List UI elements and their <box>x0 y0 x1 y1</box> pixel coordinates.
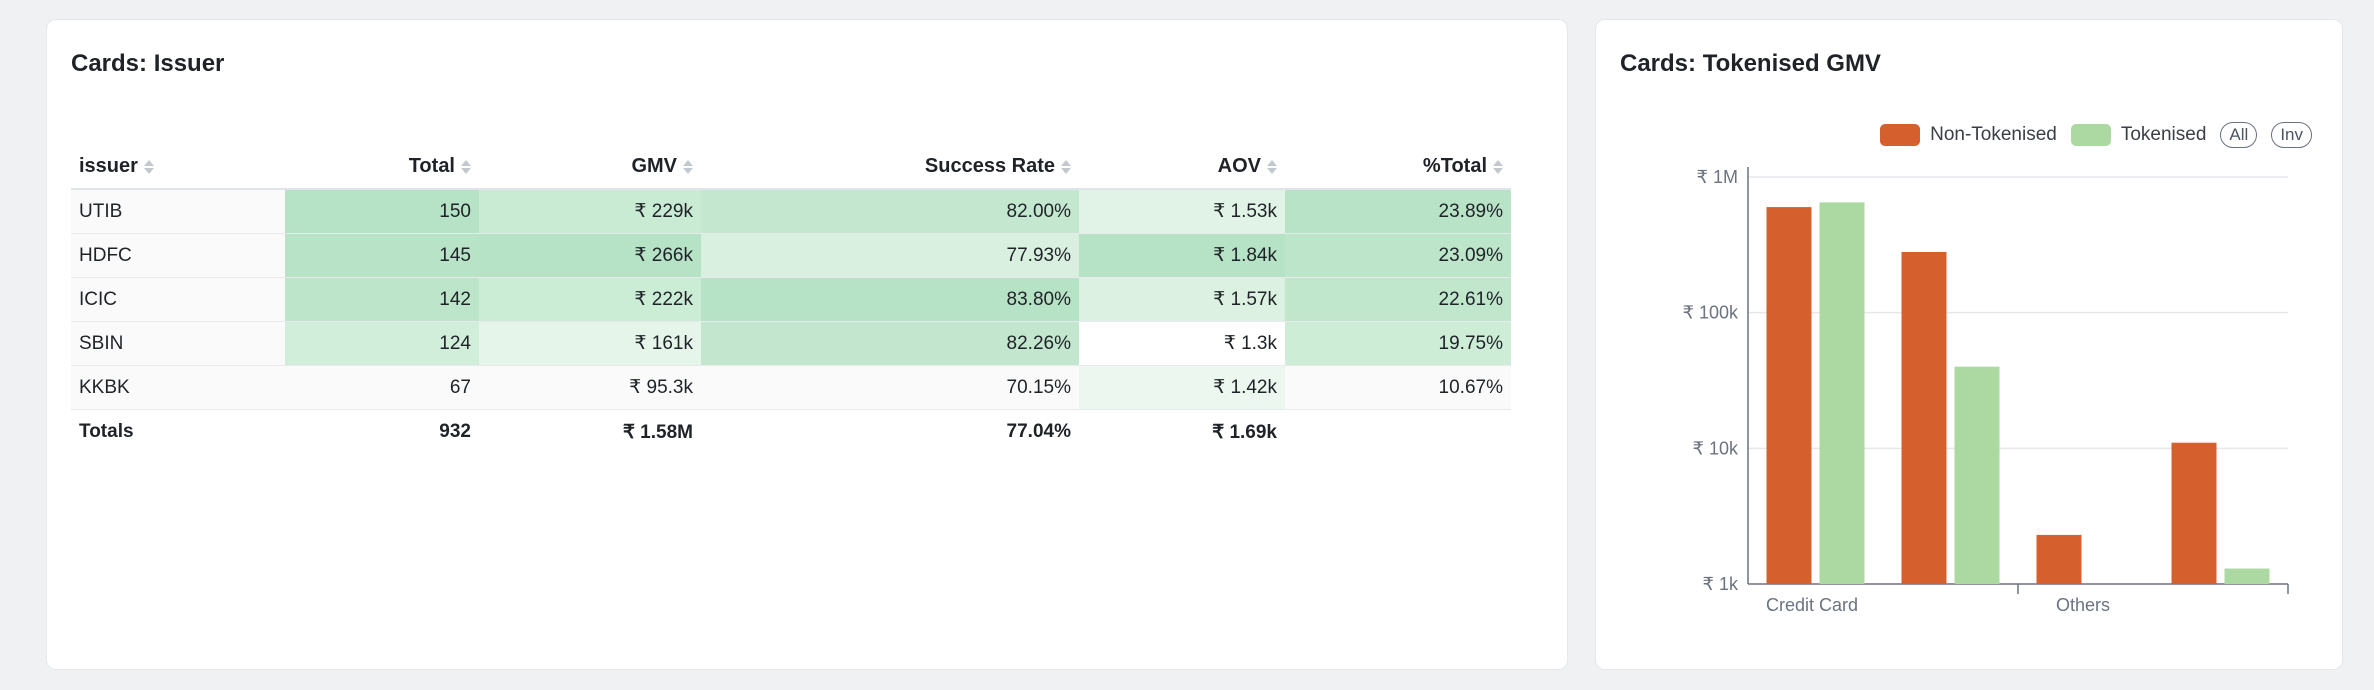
col-header-success-rate[interactable]: Success Rate <box>701 155 1079 178</box>
legend-item-tokenised[interactable]: Tokenised <box>2070 124 2207 146</box>
bar-non-tokenised <box>2036 534 2082 584</box>
col-header-label: %Total <box>1422 155 1487 177</box>
cell-issuer: UTIB <box>71 190 285 233</box>
cell-gmv: ₹ 161k <box>479 322 701 365</box>
sort-icon[interactable] <box>1267 159 1277 175</box>
legend-all-button[interactable]: All <box>2220 122 2258 148</box>
cell-pct-total: 10.67% <box>1285 366 1511 409</box>
sort-icon[interactable] <box>683 159 693 175</box>
x-tick-label: Credit Card <box>1766 595 1858 615</box>
cell-issuer: HDFC <box>71 234 285 277</box>
tokenised-gmv-card: Cards: Tokenised GMV Non-Tokenised Token… <box>1595 19 2343 670</box>
legend-label: Tokenised <box>2120 124 2207 145</box>
issuer-card: Cards: Issuer issuer Total GMV Success R… <box>46 19 1568 670</box>
cell-total: 150 <box>285 190 479 233</box>
table-row: UTIB 150 ₹ 229k 82.00% ₹ 1.53k 23.89% <box>71 190 1511 234</box>
cell-pct-total: 22.61% <box>1285 278 1511 321</box>
table-header: issuer Total GMV Success Rate AOV %Total <box>71 132 1511 190</box>
x-tick-label: Others <box>2056 595 2110 615</box>
cell-total: 145 <box>285 234 479 277</box>
col-header-label: AOV <box>1217 155 1261 177</box>
sort-icon[interactable] <box>143 159 154 175</box>
legend-label: Non-Tokenised <box>1930 124 2057 145</box>
y-tick-label: ₹ 10k <box>1693 438 1739 458</box>
totals-row: Totals 932 ₹ 1.58M 77.04% ₹ 1.69k <box>71 410 1511 454</box>
col-header-pct-total[interactable]: %Total <box>1285 155 1511 178</box>
cell-aov: ₹ 1.3k <box>1079 322 1285 365</box>
table-row: SBIN 124 ₹ 161k 82.26% ₹ 1.3k 19.75% <box>71 322 1511 366</box>
tokenised-gmv-chart: ₹ 1k ₹ 10k ₹ 100k ₹ 1M Credit Card Others <box>1683 167 2289 615</box>
totals-label: Totals <box>79 421 134 442</box>
cell-aov: ₹ 1.57k <box>1079 278 1285 321</box>
bar-non-tokenised <box>1901 252 1947 584</box>
col-header-total[interactable]: Total <box>285 155 479 178</box>
cell-gmv: ₹ 222k <box>479 278 701 321</box>
legend-swatch <box>1880 124 1921 146</box>
table-body: UTIB 150 ₹ 229k 82.00% ₹ 1.53k 23.89% HDFC 145 ₹… <box>71 190 1511 410</box>
cell-success-rate: 70.15% <box>701 366 1079 409</box>
cell-gmv: ₹ 266k <box>479 234 701 277</box>
cell-total: 142 <box>285 278 479 321</box>
cell-gmv: ₹ 95.3k <box>479 366 701 409</box>
sort-icon[interactable] <box>1061 159 1071 175</box>
col-header-label: Total <box>408 155 455 177</box>
cell-issuer: SBIN <box>71 322 285 365</box>
cell-pct-total: 23.89% <box>1285 190 1511 233</box>
cell-total: 124 <box>285 322 479 365</box>
totals-success-rate: 77.04% <box>1006 421 1071 442</box>
cell-issuer: ICIC <box>71 278 285 321</box>
cell-success-rate: 82.26% <box>701 322 1079 365</box>
col-header-gmv[interactable]: GMV <box>479 155 701 178</box>
legend-swatch <box>2070 124 2111 146</box>
cell-success-rate: 82.00% <box>701 190 1079 233</box>
cell-success-rate: 77.93% <box>701 234 1079 277</box>
chart-legend: Non-Tokenised Tokenised All Inv <box>1880 122 2312 148</box>
legend-invert-button[interactable]: Inv <box>2271 122 2312 148</box>
legend-item-non-tokenised[interactable]: Non-Tokenised <box>1880 124 2057 146</box>
table-row: ICIC 142 ₹ 222k 83.80% ₹ 1.57k 22.61% <box>71 278 1511 322</box>
issuer-card-title: Cards: Issuer <box>71 50 225 77</box>
col-header-label: GMV <box>631 155 677 177</box>
tokenised-card-title: Cards: Tokenised GMV <box>1620 50 1881 77</box>
cell-total: 67 <box>285 366 479 409</box>
table-row: HDFC 145 ₹ 266k 77.93% ₹ 1.84k 23.09% <box>71 234 1511 278</box>
col-header-label: issuer <box>79 155 138 177</box>
sort-icon[interactable] <box>1493 159 1503 175</box>
bar-non-tokenised <box>2171 442 2217 584</box>
totals-total: 932 <box>439 421 471 442</box>
cell-aov: ₹ 1.84k <box>1079 234 1285 277</box>
bar-tokenised <box>1819 202 1865 585</box>
totals-pct-total <box>1285 410 1511 454</box>
totals-gmv: ₹ 1.58M <box>622 421 693 443</box>
totals-aov: ₹ 1.69k <box>1212 421 1277 443</box>
cell-issuer: KKBK <box>71 366 285 409</box>
issuer-table: issuer Total GMV Success Rate AOV %Total… <box>71 132 1511 454</box>
col-header-label: Success Rate <box>924 155 1055 177</box>
y-tick-label: ₹ 1M <box>1697 167 1738 187</box>
y-tick-label: ₹ 1k <box>1703 574 1739 594</box>
bar-non-tokenised <box>1766 207 1812 584</box>
sort-icon[interactable] <box>461 159 471 175</box>
col-header-aov[interactable]: AOV <box>1079 155 1285 178</box>
bar-tokenised <box>2224 568 2270 584</box>
cell-pct-total: 19.75% <box>1285 322 1511 365</box>
table-row: KKBK 67 ₹ 95.3k 70.15% ₹ 1.42k 10.67% <box>71 366 1511 410</box>
col-header-issuer[interactable]: issuer <box>71 155 285 178</box>
cell-gmv: ₹ 229k <box>479 190 701 233</box>
cell-success-rate: 83.80% <box>701 278 1079 321</box>
bar-tokenised <box>1954 366 2000 584</box>
y-tick-label: ₹ 100k <box>1683 303 1739 323</box>
cell-pct-total: 23.09% <box>1285 234 1511 277</box>
cell-aov: ₹ 1.53k <box>1079 190 1285 233</box>
cell-aov: ₹ 1.42k <box>1079 366 1285 409</box>
